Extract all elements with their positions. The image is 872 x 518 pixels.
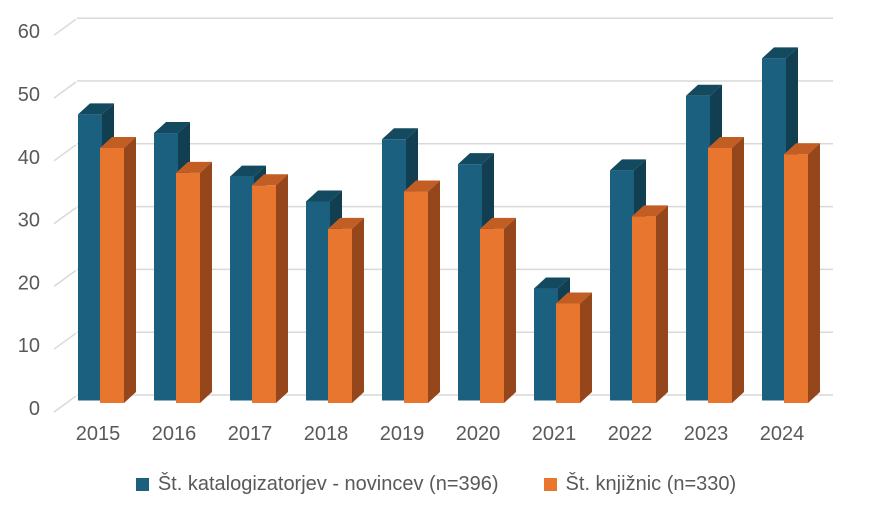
bar-front-face bbox=[708, 147, 732, 403]
bar-front-face bbox=[230, 176, 254, 401]
x-tick-label-2020: 2020 bbox=[456, 423, 501, 445]
axis-tick-10 bbox=[53, 332, 77, 350]
bar-series2-2018 bbox=[328, 217, 364, 403]
x-tick-label-2024: 2024 bbox=[760, 423, 805, 445]
bar-front-face bbox=[100, 147, 124, 403]
bar-front-face bbox=[686, 95, 710, 401]
axis-tick-60 bbox=[53, 18, 77, 36]
legend-marker-knjiznic bbox=[543, 477, 557, 491]
bar-side-face bbox=[124, 136, 136, 404]
bar-front-face bbox=[404, 191, 428, 403]
legend-marker-novincev bbox=[135, 477, 149, 491]
bar-side-face bbox=[352, 217, 364, 403]
bar-series2-2022 bbox=[632, 205, 668, 403]
x-tick-label-2022: 2022 bbox=[608, 423, 653, 445]
bar-side-face bbox=[808, 143, 820, 403]
x-tick-label-2019: 2019 bbox=[380, 423, 425, 445]
bar-side-face bbox=[732, 136, 744, 404]
axis-tick-20 bbox=[53, 269, 77, 288]
bar-series2-2024 bbox=[784, 143, 820, 403]
bar-chart-plot-area: 0 10 20 30 40 50 60 2015 2016 2017 2018 2019 2020 202… bbox=[18, 17, 833, 445]
bar-series2-2015 bbox=[100, 136, 136, 404]
bar-side-face bbox=[200, 161, 212, 403]
bar-series2-2017 bbox=[252, 174, 288, 403]
axis-tick-50 bbox=[53, 81, 77, 99]
bar-front-face bbox=[480, 228, 504, 403]
bar-series2-2016 bbox=[176, 161, 212, 403]
bar-front-face bbox=[252, 185, 276, 403]
y-tick-label-30: 30 bbox=[18, 210, 40, 232]
y-tick-label-0: 0 bbox=[29, 398, 40, 420]
bar-front-face bbox=[176, 172, 200, 403]
legend-item-novincev: Št. katalogizatorjev - novincev (n=396) bbox=[135, 472, 499, 496]
legend-label-novincev: Št. katalogizatorjev - novincev (n=396) bbox=[157, 473, 499, 495]
bar-side-face bbox=[428, 180, 440, 403]
x-tick-label-2021: 2021 bbox=[532, 423, 577, 445]
axis-tick-40 bbox=[53, 144, 77, 162]
bar-front-face bbox=[556, 303, 580, 403]
legend-item-knjiznic: Št. knjižnic (n=330) bbox=[543, 472, 737, 496]
bar-side-face bbox=[276, 174, 288, 403]
bar-front-face bbox=[632, 216, 656, 403]
bar-front-face bbox=[78, 114, 102, 401]
axis-tick-30 bbox=[53, 206, 77, 225]
bar-series2-2023 bbox=[708, 136, 744, 404]
chart-legend: Št. katalogizatorjev - novincev (n=396) … bbox=[0, 472, 872, 496]
x-tick-label-2023: 2023 bbox=[684, 423, 729, 445]
y-tick-label-20: 20 bbox=[18, 272, 40, 294]
bar-top-face bbox=[154, 122, 190, 134]
bar-front-face bbox=[154, 133, 178, 401]
bar-side-face bbox=[656, 205, 668, 403]
x-tick-label-2017: 2017 bbox=[228, 423, 273, 445]
y-tick-label-10: 10 bbox=[18, 335, 40, 357]
bar-side-face bbox=[504, 217, 516, 403]
bar-series2-2021 bbox=[556, 292, 592, 403]
bar-front-face bbox=[762, 58, 786, 401]
legend-label-knjiznic: Št. knjižnic (n=330) bbox=[565, 473, 737, 495]
bar-front-face bbox=[610, 170, 634, 401]
bar-front-face bbox=[328, 228, 352, 403]
x-tick-label-2018: 2018 bbox=[304, 423, 349, 445]
x-tick-label-2016: 2016 bbox=[152, 423, 197, 445]
y-tick-label-40: 40 bbox=[18, 147, 40, 169]
bar-front-face bbox=[306, 201, 330, 401]
axis-tick-0 bbox=[53, 395, 77, 413]
y-tick-label-60: 60 bbox=[18, 21, 40, 43]
x-tick-label-2015: 2015 bbox=[76, 423, 121, 445]
bar-front-face bbox=[458, 164, 482, 401]
bar-series2-2020 bbox=[480, 217, 516, 403]
bar-front-face bbox=[382, 139, 406, 401]
bar-front-face bbox=[784, 154, 808, 403]
y-tick-label-50: 50 bbox=[18, 84, 40, 106]
bar-side-face bbox=[580, 292, 592, 403]
bar-series2-2019 bbox=[404, 180, 440, 403]
bar-front-face bbox=[534, 288, 558, 401]
